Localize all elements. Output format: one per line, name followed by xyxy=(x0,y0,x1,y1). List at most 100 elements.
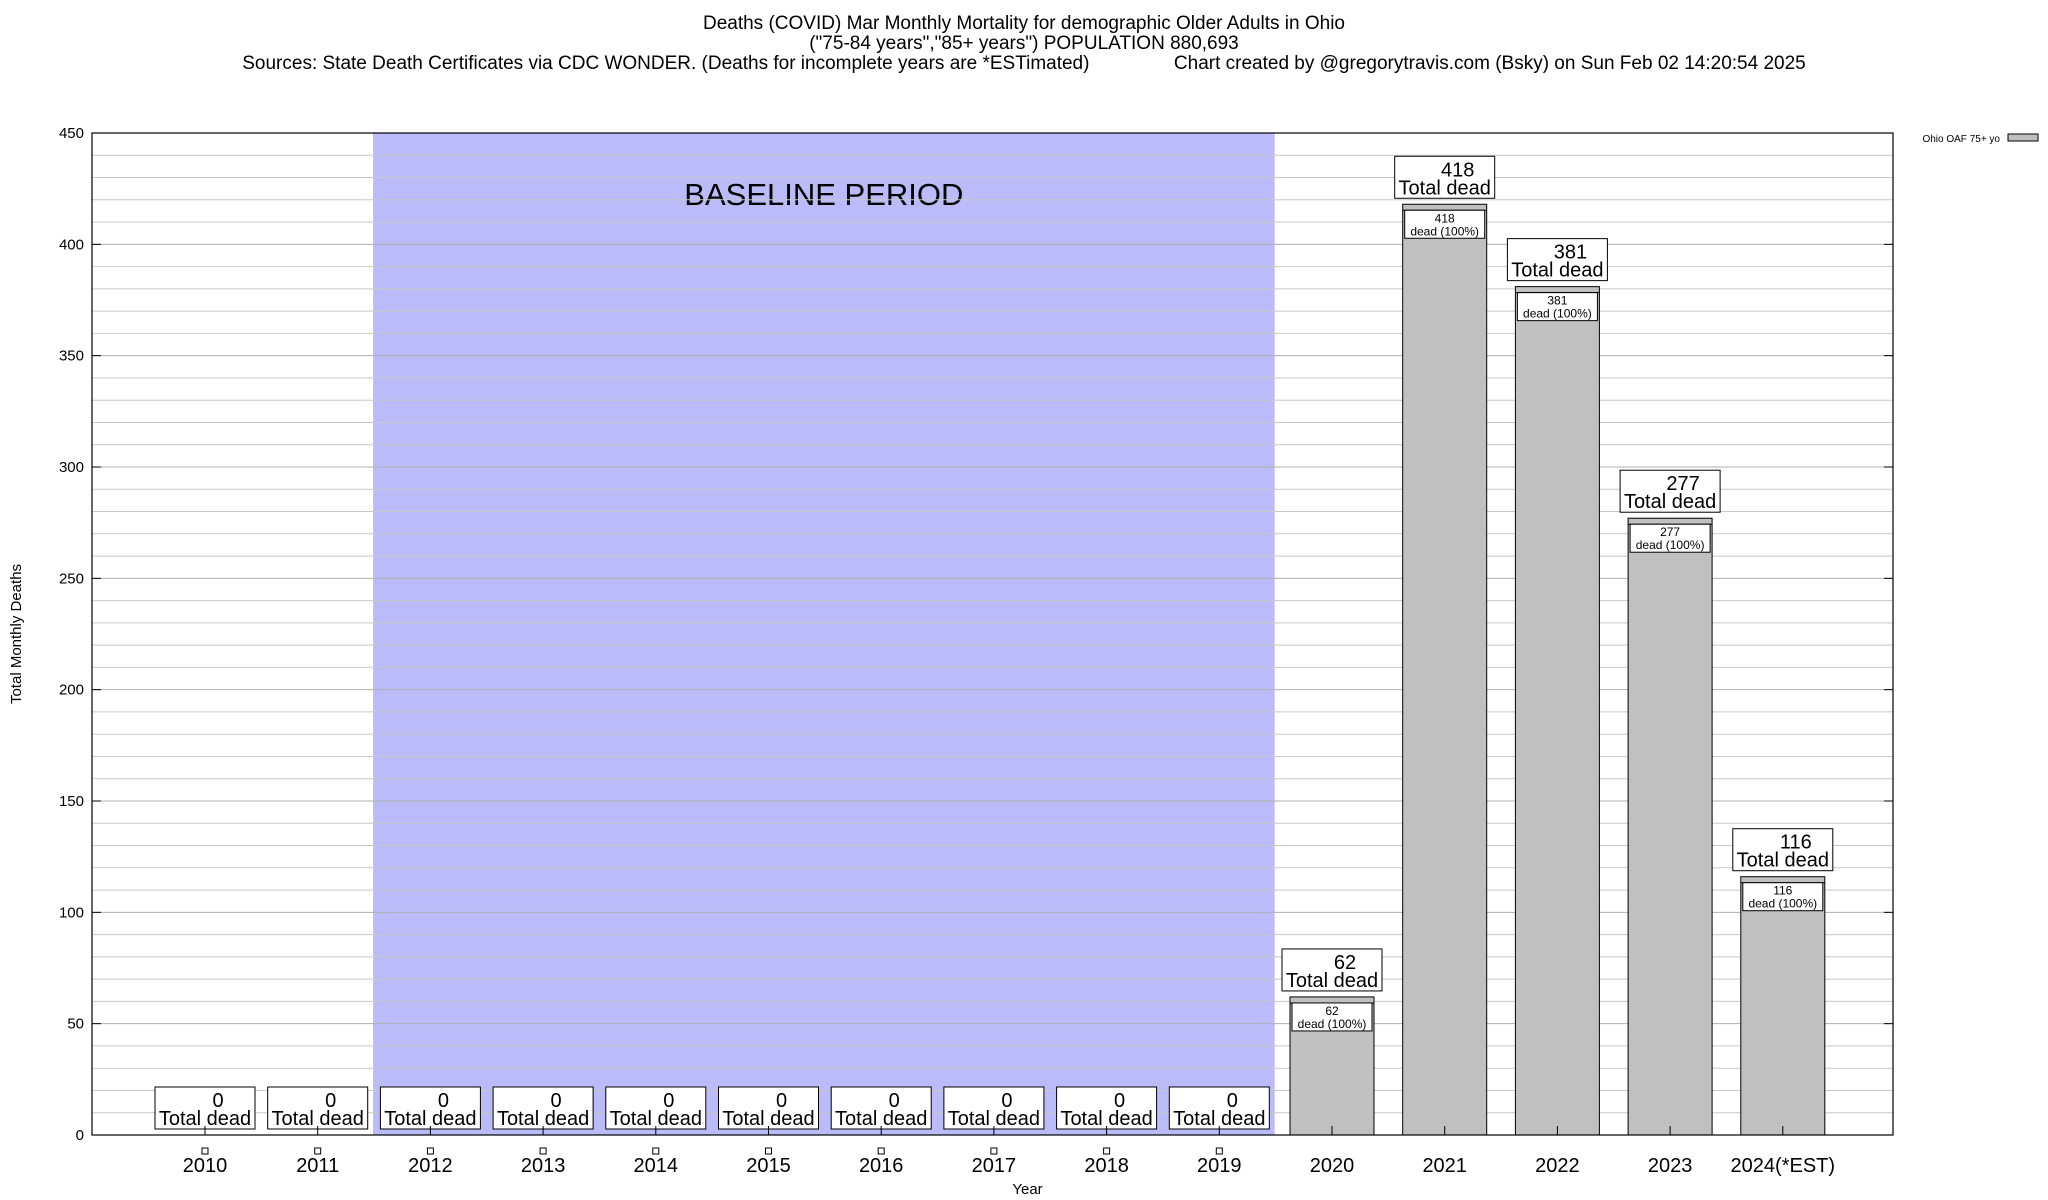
bar xyxy=(1627,517,1713,1136)
bar-total-value-label: 0 xyxy=(438,1090,449,1112)
bar-total-value-label: 0 xyxy=(1001,1090,1012,1112)
bar-inner-percent-label: dead (100%) xyxy=(1410,224,1479,238)
x-axis-label: Year xyxy=(1012,1181,1042,1198)
x-tick-label: 2019 xyxy=(1197,1155,1242,1177)
bar-total-value-label: 116 xyxy=(1780,832,1812,854)
bar-total-label-box xyxy=(1394,155,1496,199)
bar-total-suffix-label: Total dead xyxy=(159,1108,251,1130)
y-tick-label: 250 xyxy=(59,570,84,587)
bar-total-suffix-label: Total dead xyxy=(1286,970,1378,992)
bar-total-suffix-label: Total dead xyxy=(497,1108,589,1130)
x-tick-label: 2014 xyxy=(634,1155,679,1177)
bar-inner-value-label: 116 xyxy=(1773,884,1792,898)
bar-inner-label-box xyxy=(1742,882,1824,912)
bar-inner-label-box xyxy=(1404,209,1486,239)
bar-inner-label-box xyxy=(1629,523,1711,553)
zero-bar-marker xyxy=(314,1147,322,1155)
bar-total-value-label: 0 xyxy=(551,1090,562,1112)
bar-total-suffix-label: Total dead xyxy=(610,1108,702,1130)
bar-total-value-label: 0 xyxy=(212,1090,223,1112)
y-tick-label: 0 xyxy=(76,1127,84,1144)
bar-inner-percent-label: dead (100%) xyxy=(1523,307,1592,321)
bar-total-value-label: 0 xyxy=(1114,1090,1125,1112)
zero-bar-marker xyxy=(426,1147,434,1155)
bar-total-label-box xyxy=(1281,948,1383,992)
bar-total-suffix-label: Total dead xyxy=(384,1108,476,1130)
bar-inner-value-label: 277 xyxy=(1660,525,1680,539)
bar-total-value-label: 0 xyxy=(776,1090,787,1112)
x-tick-label: 2022 xyxy=(1535,1155,1580,1177)
bar-total-value-label: 381 xyxy=(1554,242,1587,264)
x-tick-label: 2011 xyxy=(296,1155,339,1177)
bar-total-suffix-label: Total dead xyxy=(1399,177,1491,199)
baseline-period-band xyxy=(373,133,1275,1135)
bar-total-suffix-label: Total dead xyxy=(1624,491,1716,513)
bar-total-label-box xyxy=(1619,469,1721,513)
zero-bar-marker xyxy=(1215,1147,1223,1155)
x-tick-label: 2010 xyxy=(183,1155,228,1177)
legend-label: Ohio OAF 75+ yo xyxy=(1922,134,2000,145)
chart-sources-credit: Sources: State Death Certificates via CD… xyxy=(242,53,1806,74)
bar-inner-percent-label: dead (100%) xyxy=(1636,538,1705,552)
baseline-period-label: BASELINE PERIOD xyxy=(684,177,963,212)
bar-total-label-box xyxy=(267,1086,369,1130)
bar-inner-value-label: 62 xyxy=(1325,1004,1339,1018)
x-tick-label: 2013 xyxy=(521,1155,566,1177)
bar-total-suffix-label: Total dead xyxy=(272,1108,364,1130)
bar-inner-percent-label: dead (100%) xyxy=(1298,1017,1367,1031)
bar xyxy=(1402,203,1488,1136)
x-tick-label: 2015 xyxy=(746,1155,791,1177)
y-tick-label: 450 xyxy=(59,125,84,142)
bar-total-label-box xyxy=(1168,1086,1270,1130)
bar-total-label-box xyxy=(1056,1086,1158,1130)
x-tick-label: 2018 xyxy=(1084,1155,1129,1177)
bar-total-label-box xyxy=(154,1086,256,1130)
chart-subtitle: ("75-84 years","85+ years") POPULATION 8… xyxy=(809,33,1239,54)
y-axis-label: Total Monthly Deaths xyxy=(8,564,25,704)
bar-total-label-box xyxy=(492,1086,594,1130)
bar xyxy=(1514,286,1600,1136)
bar-total-label-box xyxy=(830,1086,932,1130)
bar-total-value-label: 0 xyxy=(889,1090,900,1112)
bar-inner-label-box xyxy=(1516,292,1598,322)
bar-inner-percent-label: dead (100%) xyxy=(1748,897,1817,911)
bar xyxy=(1740,876,1826,1136)
bar-total-suffix-label: Total dead xyxy=(1511,260,1603,282)
y-tick-label: 150 xyxy=(59,793,84,810)
zero-bar-marker xyxy=(1103,1147,1111,1155)
zero-bar-marker xyxy=(877,1147,885,1155)
plot-frame xyxy=(91,132,1894,1136)
chart-title: Deaths (COVID) Mar Monthly Mortality for… xyxy=(702,13,1345,34)
x-tick-label: 2012 xyxy=(408,1155,453,1177)
bar-total-label-box xyxy=(1506,238,1608,282)
bar-total-suffix-label: Total dead xyxy=(722,1108,814,1130)
bar-total-suffix-label: Total dead xyxy=(1060,1108,1152,1130)
zero-bar-marker xyxy=(765,1147,772,1155)
bar-inner-label-box xyxy=(1291,1002,1373,1032)
y-tick-label: 400 xyxy=(59,236,84,253)
bar-total-value-label: 0 xyxy=(325,1090,336,1112)
zero-bar-marker xyxy=(539,1147,547,1155)
bar-total-value-label: 62 xyxy=(1334,952,1356,974)
bar-inner-value-label: 418 xyxy=(1435,211,1455,225)
bar-total-label-box xyxy=(718,1086,819,1130)
y-tick-label: 350 xyxy=(59,348,84,365)
bar-inner-value-label: 381 xyxy=(1547,294,1567,308)
x-tick-label: 2021 xyxy=(1422,1155,1467,1177)
x-tick-label: 2016 xyxy=(859,1155,904,1177)
bar-total-label-box xyxy=(379,1086,481,1130)
bar-total-label-box xyxy=(605,1086,707,1130)
zero-bar-marker xyxy=(990,1147,998,1155)
bar-total-suffix-label: Total dead xyxy=(948,1108,1040,1130)
y-tick-label: 300 xyxy=(59,459,84,476)
y-tick-label: 200 xyxy=(59,682,84,699)
bar-total-value-label: 277 xyxy=(1666,473,1699,495)
bar-total-value-label: 418 xyxy=(1441,159,1474,181)
y-tick-label: 100 xyxy=(59,904,84,921)
x-tick-label: 2023 xyxy=(1648,1155,1693,1177)
legend-swatch xyxy=(2007,133,2039,142)
bar-total-label-box xyxy=(1732,828,1834,872)
bar-total-suffix-label: Total dead xyxy=(1737,850,1829,872)
x-tick-label: 2024(*EST) xyxy=(1731,1155,1836,1177)
